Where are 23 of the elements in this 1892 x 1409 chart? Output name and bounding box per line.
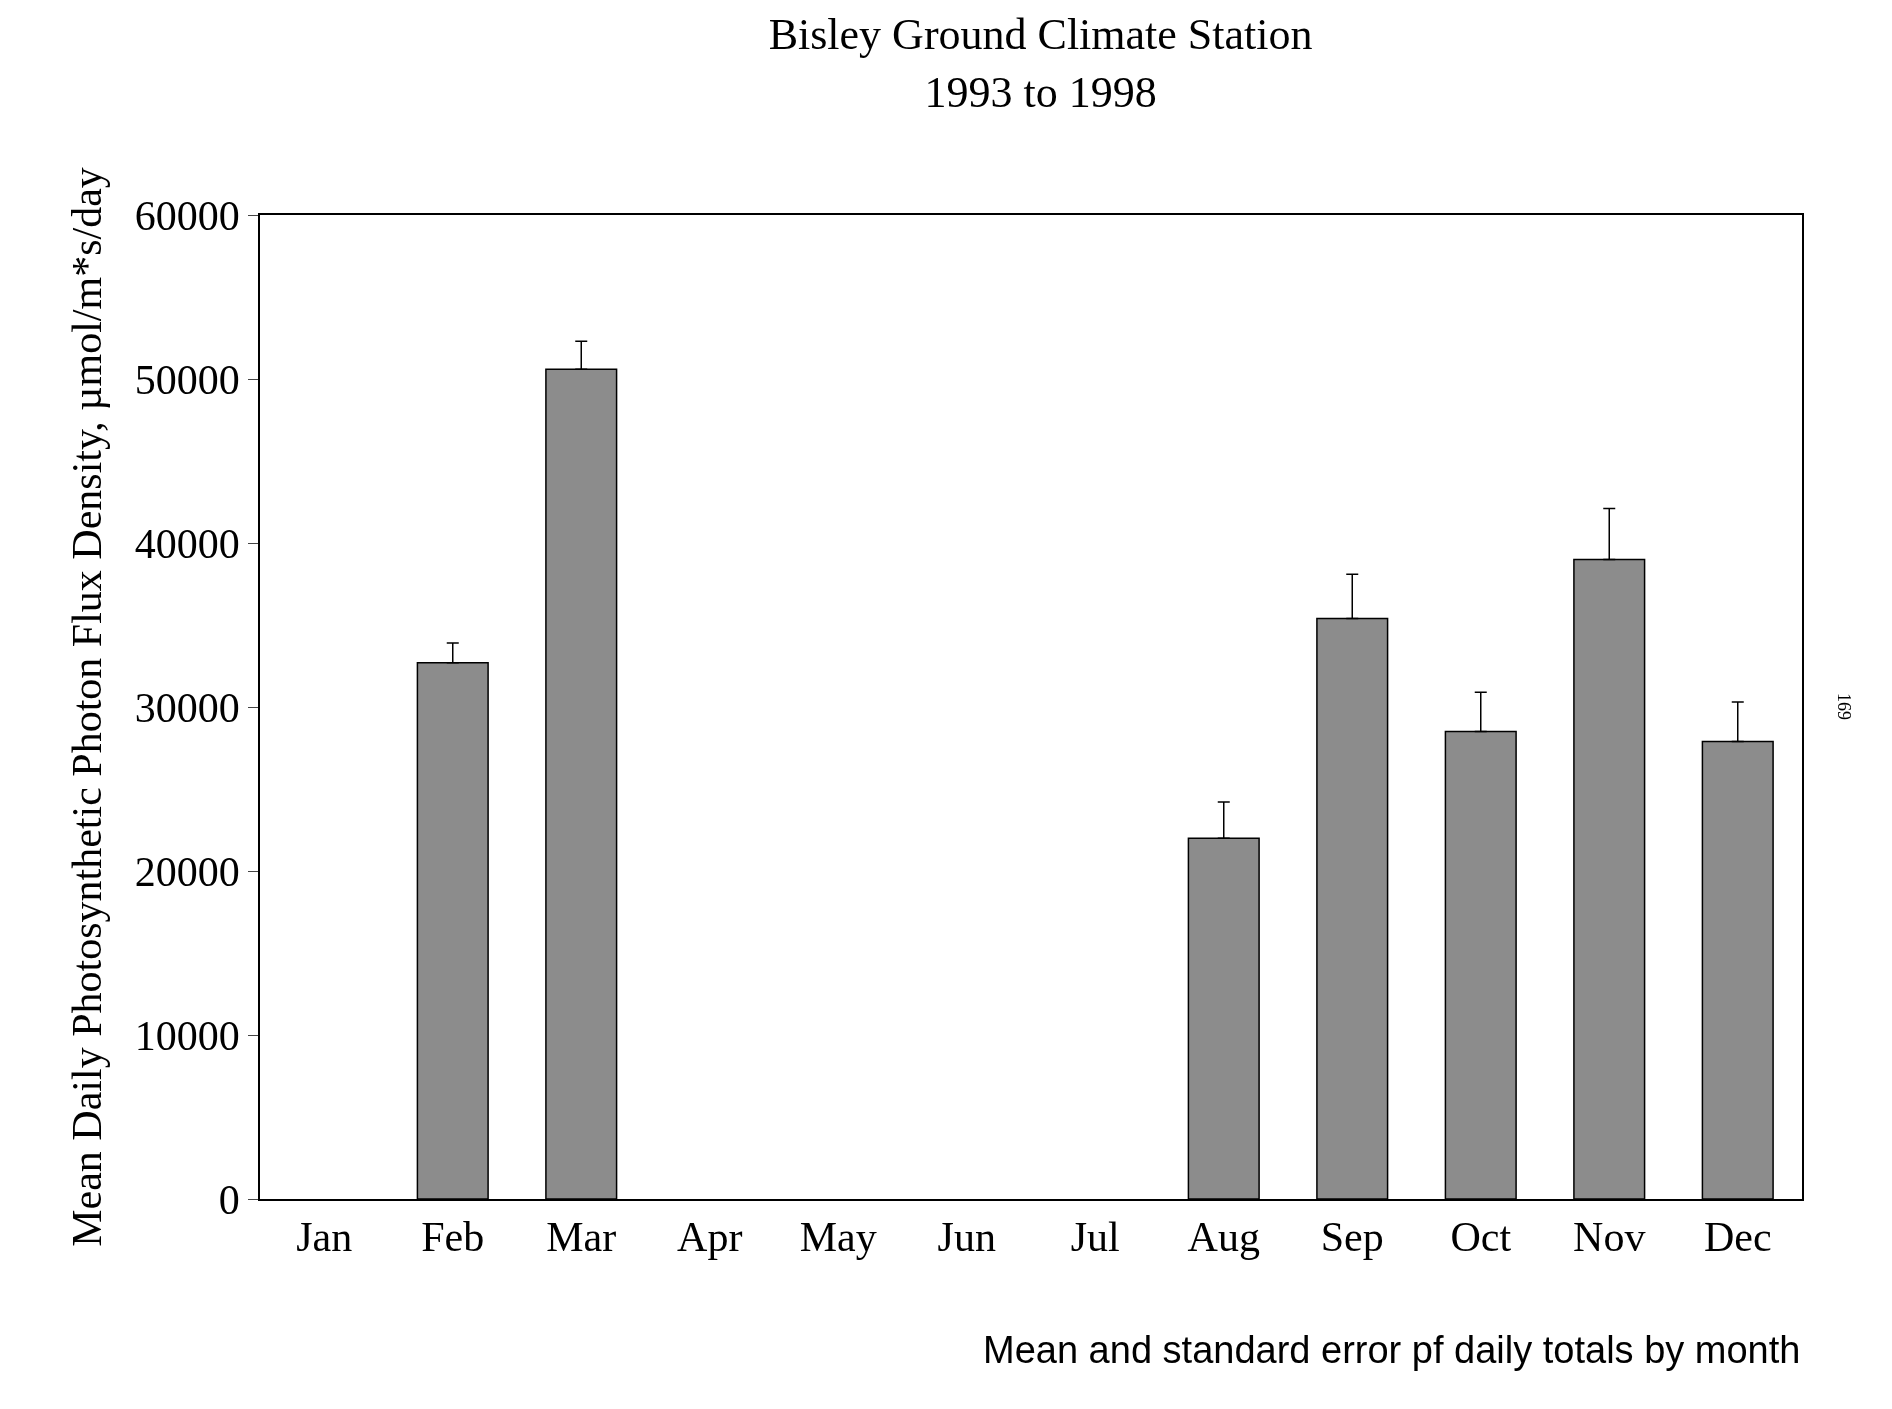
x-tick-label: Feb [421, 1214, 485, 1261]
y-tick-label: 60000 [134, 192, 240, 239]
y-tick-label: 40000 [134, 520, 240, 567]
x-tick-label: Oct [1450, 1214, 1512, 1261]
x-tick-label: Jun [937, 1214, 996, 1261]
text: 169 [1833, 693, 1854, 721]
y-tick-label: 30000 [134, 684, 240, 731]
x-tick-label: Dec [1703, 1214, 1772, 1261]
x-tick-label: Apr [677, 1214, 743, 1261]
x-tick-label: Jul [1070, 1214, 1120, 1261]
x-tick-label: May [799, 1214, 877, 1261]
x-tick-label: Mar [546, 1214, 617, 1261]
x-axis-title: Mean and standard error pf daily totals by month [983, 1329, 1801, 1371]
y-tick-label: 10000 [134, 1012, 240, 1059]
y-tick-label: 50000 [134, 356, 240, 403]
x-tick-label: Sep [1320, 1214, 1384, 1261]
y-tick-label: 20000 [134, 848, 240, 895]
y-axis-title: Mean Daily Photosynthetic Photon Flux Density, µmol/m*s/day [64, 167, 111, 1247]
x-tick-label: Jan [296, 1214, 353, 1261]
y-tick-label: 0 [218, 1176, 240, 1223]
x-tick-label: Nov [1573, 1214, 1646, 1261]
chart-title: Bisley Ground Climate Station 1993 to 1998 [768, 10, 1313, 117]
x-tick-label: Aug [1187, 1214, 1260, 1261]
